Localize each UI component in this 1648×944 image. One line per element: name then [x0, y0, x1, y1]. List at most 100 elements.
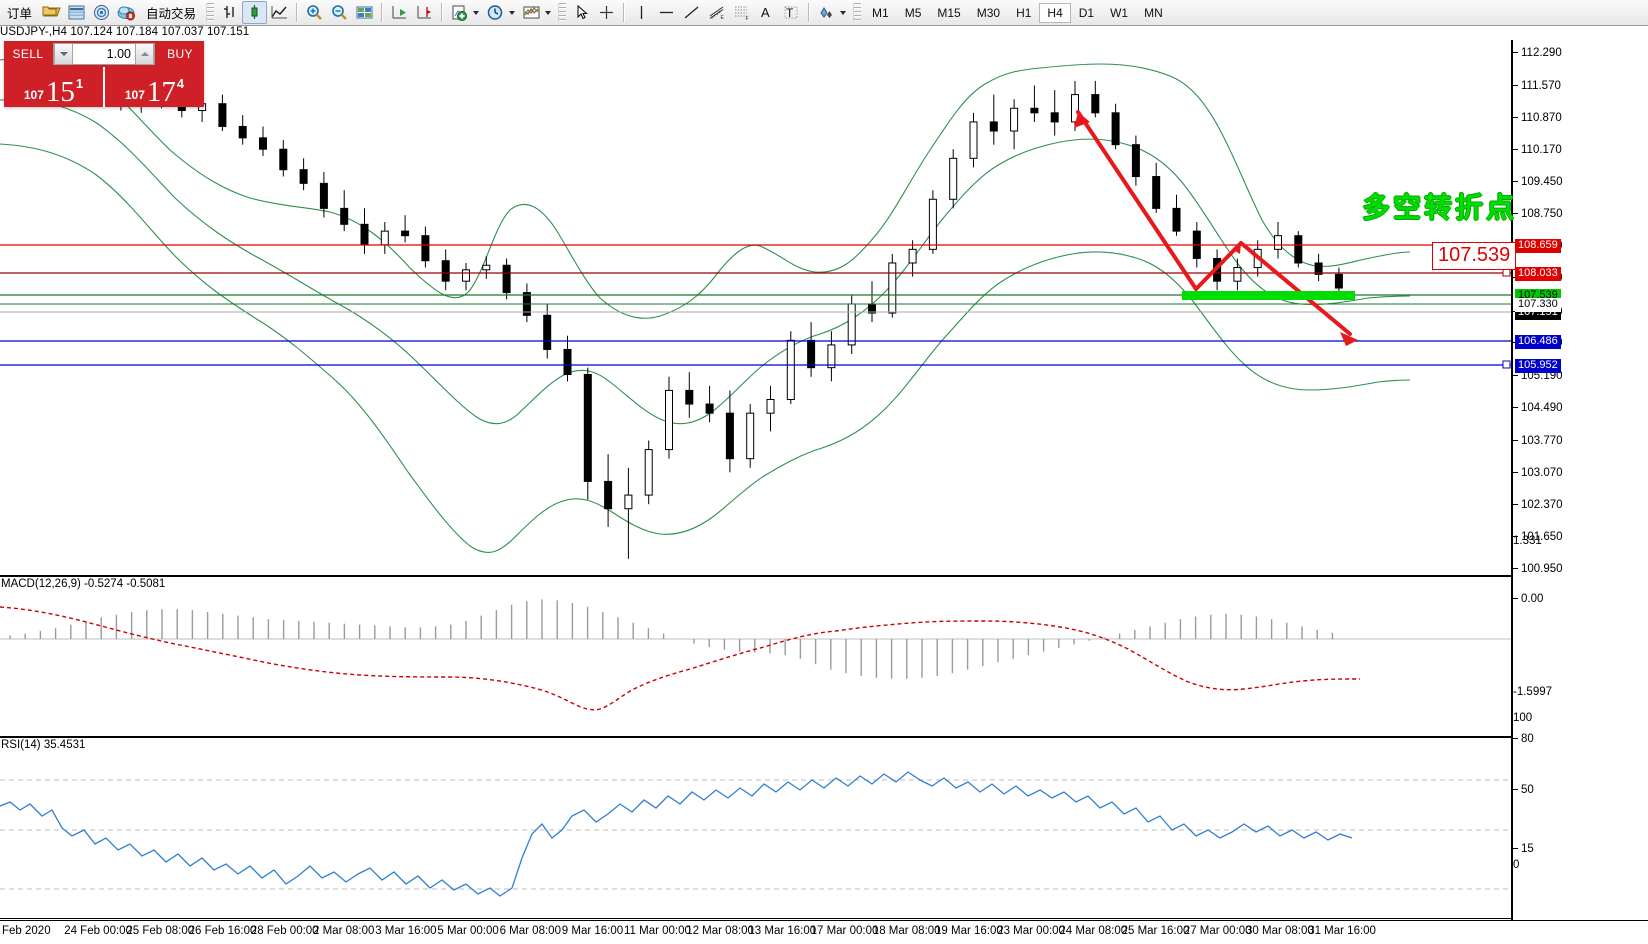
price-tick-label: 102.370	[1521, 498, 1563, 511]
buy-price[interactable]: 107 17 4	[105, 67, 204, 107]
level-lines	[0, 244, 1511, 369]
market-watch-icon[interactable]	[64, 1, 89, 24]
level-handle-105952	[1502, 360, 1511, 369]
timeframe-mn[interactable]: MN	[1144, 5, 1163, 20]
candle-body	[1131, 144, 1140, 178]
sell-price[interactable]: 107 15 1	[4, 67, 103, 107]
toolbar-grip[interactable]	[206, 3, 215, 22]
cursor-icon[interactable]	[569, 1, 594, 24]
price-tick-label: 101.650	[1521, 531, 1563, 544]
candle-body	[279, 148, 288, 171]
toolbar-grip-2[interactable]	[558, 3, 567, 22]
timeframe-m1[interactable]: M1	[872, 5, 889, 20]
candle-body	[462, 269, 470, 282]
timeframe-h1[interactable]: H1	[1016, 5, 1032, 20]
svg-text:F: F	[746, 16, 749, 21]
time-label: 19 Mar 16:00	[935, 925, 1003, 937]
time-label: 25 Mar 16:00	[1121, 925, 1190, 937]
shapes-dropdown-icon[interactable]	[840, 10, 847, 15]
equidistant-channel-icon[interactable]: E	[704, 1, 729, 24]
price-level-target-105-952[interactable]: 105.952	[1515, 359, 1561, 373]
timeframe-w1[interactable]: W1	[1110, 5, 1129, 20]
price-level-target-106-486[interactable]: 106.486	[1515, 335, 1561, 349]
autotrade-button[interactable]: 自动交易	[139, 1, 203, 24]
toolbar-grip-3[interactable]	[853, 3, 862, 22]
terminal-icon[interactable]	[114, 1, 139, 24]
indicators-dropdown-icon[interactable]	[545, 10, 552, 15]
macd-histogram	[9, 599, 1334, 679]
price-level-level-107-330[interactable]: 107.330	[1515, 298, 1561, 312]
time-label: Feb 2020	[2, 925, 51, 937]
crosshair-icon[interactable]	[594, 1, 619, 24]
price-level-resistance-108-659[interactable]: 108.659	[1515, 239, 1561, 253]
price-scale[interactable]: 112.290 111.570 110.870 110.170 109.450 108.7…	[1511, 40, 1648, 920]
zoom-out-icon[interactable]	[327, 1, 352, 24]
timeframe-m30[interactable]: M30	[976, 5, 1001, 20]
buy-button[interactable]: BUY	[156, 41, 204, 67]
volume-decrease-button[interactable]	[54, 43, 73, 65]
new-chart-icon[interactable]	[447, 1, 472, 24]
main-toolbar: 订单 自动交易	[0, 0, 1648, 26]
clock-dropdown-icon[interactable]	[509, 10, 516, 15]
volume-increase-button[interactable]	[135, 43, 154, 65]
price-tick-label: 103.770	[1521, 434, 1563, 447]
timeframe-h4[interactable]: H4	[1039, 2, 1071, 23]
time-label: 17 Mar 00:00	[810, 925, 879, 937]
price-level-resistance-108-033[interactable]: 108.033	[1515, 267, 1561, 281]
candle-body	[1152, 176, 1161, 209]
new-chart-dropdown-icon[interactable]	[473, 10, 480, 15]
timeframe-m15[interactable]: M15	[937, 5, 961, 20]
autotrade-label: 自动交易	[146, 7, 197, 21]
indicators-icon[interactable]	[519, 1, 544, 24]
chinese-annotation-text[interactable]: 多空转折点	[1362, 192, 1518, 223]
clock-icon[interactable]	[483, 1, 508, 24]
candle-body	[928, 198, 937, 250]
time-label: 3 Mar 16:00	[375, 925, 437, 937]
macd-pane-label: MACD(12,26,9) -0.5274 -0.5081	[1, 578, 166, 590]
chart-shift-icon[interactable]	[412, 1, 437, 24]
one-click-trading-panel[interactable]: SELL 1.00 BUY 107 15 1 107 17 4	[4, 41, 204, 107]
fibonacci-icon[interactable]: F	[729, 1, 754, 24]
line-chart-icon[interactable]	[267, 1, 292, 24]
rsi-pane[interactable]: RSI(14) 35.4531	[0, 738, 1511, 919]
buy-price-prefix: 107	[124, 88, 145, 102]
price-tick-label: 104.490	[1521, 402, 1563, 415]
drawn-annotations[interactable]	[0, 40, 1511, 577]
price-tick-103-070: 103.070	[1513, 467, 1563, 479]
text-label-icon[interactable]: T	[779, 1, 804, 24]
rsi-tick-label: 15	[1521, 843, 1534, 855]
price-divider	[103, 67, 105, 107]
shapes-icon[interactable]	[814, 1, 839, 24]
zoom-in-icon[interactable]	[302, 1, 327, 24]
price-pane[interactable]	[0, 40, 1511, 577]
timeframe-d1[interactable]: D1	[1078, 5, 1095, 20]
sell-price-big: 15	[45, 76, 75, 108]
macd-pane[interactable]: MACD(12,26,9) -0.5274 -0.5081	[0, 577, 1511, 738]
time-scale[interactable]: Feb 2020 24 Feb 00:00 25 Feb 08:00 26 Feb 1…	[0, 920, 1648, 944]
auto-scroll-icon[interactable]	[387, 1, 412, 24]
candle-body	[725, 412, 734, 460]
candlestick-chart-icon[interactable]	[242, 1, 268, 24]
volume-stepper[interactable]: 1.00	[53, 43, 155, 65]
navigator-icon[interactable]	[89, 1, 114, 24]
horizontal-line-icon[interactable]	[654, 1, 679, 24]
sell-button[interactable]: SELL	[4, 41, 52, 67]
tile-windows-icon[interactable]	[352, 1, 377, 24]
volume-value[interactable]: 1.00	[73, 44, 135, 64]
price-callout-label[interactable]: 107.539	[1432, 242, 1517, 270]
bar-chart-icon[interactable]	[217, 1, 242, 24]
candle-body	[1314, 262, 1323, 275]
candle-body	[766, 399, 775, 414]
text-icon[interactable]: A	[754, 1, 779, 24]
candle-body	[1050, 112, 1059, 123]
orders-button[interactable]: 订单	[0, 1, 39, 24]
folder-icon[interactable]	[39, 1, 64, 24]
timeframe-m5[interactable]: M5	[904, 5, 922, 20]
price-tick-label: 108.750	[1521, 208, 1563, 221]
trendline-icon[interactable]	[679, 1, 704, 24]
rsi-tick-label: 80	[1521, 733, 1534, 745]
vertical-line-icon[interactable]	[629, 1, 654, 24]
price-tick-label: 100.950	[1521, 563, 1563, 576]
candle-body	[989, 121, 998, 132]
time-label: 31 Mar 16:00	[1308, 925, 1376, 937]
